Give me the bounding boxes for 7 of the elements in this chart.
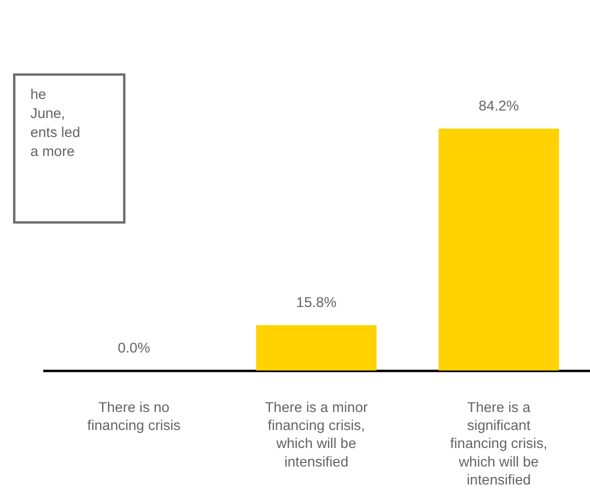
annotation: he June, ents led a more — [30, 87, 80, 160]
x-tick-label: There is a significant financing crisis, which will be intensified — [450, 400, 548, 488]
data-label: 0.0% — [118, 340, 150, 356]
x-tick-label: There is no financing crisis — [87, 400, 181, 434]
data-label: 84.2% — [478, 98, 520, 115]
x-tick-label: There is a minor financing crisis, which will be intensified — [264, 400, 368, 470]
data-label: 15.8% — [296, 295, 337, 312]
